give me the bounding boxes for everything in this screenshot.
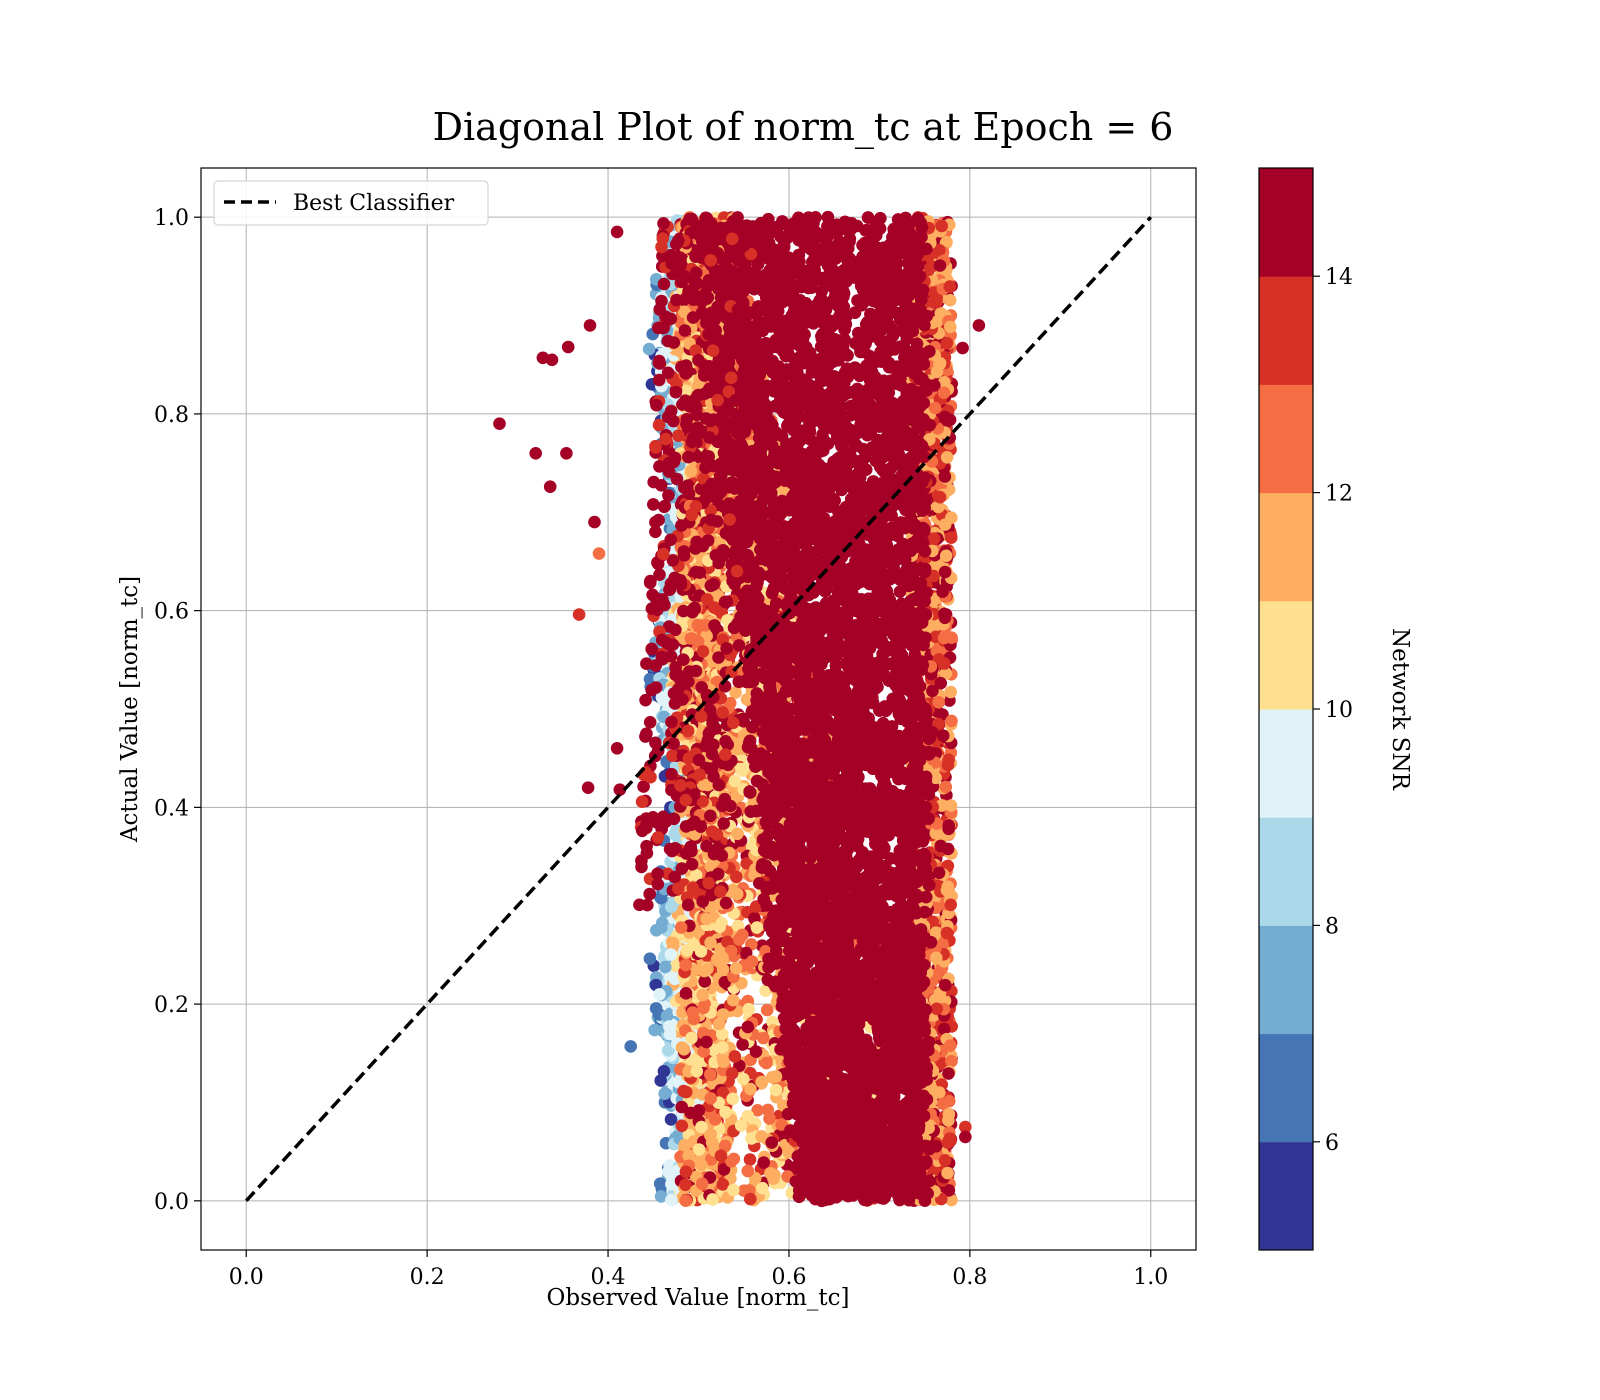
scatter-point [736, 1038, 749, 1051]
scatter-points [493, 210, 986, 1208]
scatter-point [662, 1044, 675, 1057]
scatter-point [757, 1156, 770, 1169]
scatter-point [757, 1031, 770, 1045]
scatter-point [745, 955, 759, 968]
scatter-point [664, 948, 678, 961]
scatter-point [697, 1001, 710, 1015]
scatter-point [760, 1056, 773, 1070]
scatter-point [696, 988, 709, 1002]
scatter-point [728, 1050, 742, 1063]
scatter-point [717, 1055, 730, 1068]
scatter-point [700, 1035, 713, 1049]
scatter-point [744, 1192, 757, 1206]
scatter-point [716, 1008, 730, 1021]
scatter-point [684, 465, 698, 478]
scatter-point [704, 936, 717, 949]
scatter-point [725, 1067, 739, 1080]
scatter-point [764, 1167, 777, 1180]
chart-title: Diagonal Plot of norm_tc at Epoch = 6 [433, 105, 1174, 150]
scatter-point [708, 1113, 722, 1126]
scatter-point [741, 1164, 755, 1178]
scatter-point [695, 1177, 709, 1190]
scatter-point [728, 774, 742, 788]
scatter-point [698, 964, 711, 978]
scatter-point [679, 987, 693, 1000]
scatter-point [679, 1165, 693, 1179]
scatter-point [704, 1128, 717, 1142]
scatter-point [691, 618, 705, 632]
scatter-point [765, 1136, 778, 1149]
scatter-point [716, 963, 730, 976]
scatter-point [727, 1152, 741, 1166]
scatter-point [675, 1119, 689, 1133]
scatter-point [653, 988, 666, 1001]
scatter-point [714, 1149, 728, 1162]
scatter-point [743, 1153, 757, 1166]
scatter-point [679, 1085, 693, 1099]
scatter-point [769, 1070, 783, 1083]
scatter-point [653, 1177, 667, 1190]
scatter-point [684, 1106, 697, 1120]
scatter-point [750, 921, 764, 934]
scatter-point [749, 1045, 763, 1058]
scatter-point [760, 1003, 774, 1017]
scatter-point [732, 933, 746, 946]
scatter-point [654, 1074, 667, 1087]
scatter-point [658, 960, 672, 974]
scatter-point [729, 962, 743, 975]
scatter-point [729, 686, 742, 699]
scatter-point [660, 1009, 674, 1023]
scatter-point [706, 1193, 719, 1206]
scatter-point [737, 1072, 750, 1086]
scatter-point [700, 912, 713, 926]
scatter-point [741, 1109, 755, 1123]
scatter-point [730, 870, 743, 884]
scatter-point [741, 1020, 755, 1034]
scatter-point [665, 900, 678, 914]
scatter-point [655, 921, 668, 934]
scatter-point [679, 1194, 692, 1207]
scatter-point [674, 921, 688, 934]
scatter-point [687, 938, 701, 952]
scatter-point [769, 1083, 783, 1097]
scatter-point [643, 952, 657, 965]
scatter-point [670, 823, 683, 837]
scatter-point [727, 1183, 740, 1197]
scatter-point [742, 1002, 755, 1016]
scatter-point [737, 762, 750, 776]
scatter-point [763, 1112, 776, 1125]
scatter-point [686, 1006, 699, 1019]
scatter-point [726, 993, 740, 1007]
scatter-point [944, 685, 957, 699]
scatter-point [685, 1031, 698, 1045]
scatter-point [719, 1105, 732, 1119]
scatter-point [704, 1092, 717, 1105]
scatter-point [665, 1193, 678, 1207]
scatter-point [716, 951, 729, 964]
scatter-point [654, 1190, 668, 1203]
scatter-point [664, 1113, 678, 1126]
scatter-point [695, 1158, 708, 1172]
scatter-point [716, 1178, 730, 1191]
scatter-point [726, 1092, 739, 1106]
scatter-point [690, 1065, 704, 1078]
scatter-point [679, 1178, 692, 1192]
scatter-point [663, 1020, 676, 1033]
scatter-point [713, 920, 726, 934]
scatter-point [642, 342, 656, 356]
scatter-point [704, 1068, 717, 1081]
scatter-point [679, 958, 692, 972]
scatter-point [658, 1087, 671, 1100]
scatter-point [677, 1043, 691, 1056]
scatter-point [731, 827, 744, 841]
scatter-point [716, 1041, 729, 1054]
scatter-point [744, 1082, 757, 1096]
